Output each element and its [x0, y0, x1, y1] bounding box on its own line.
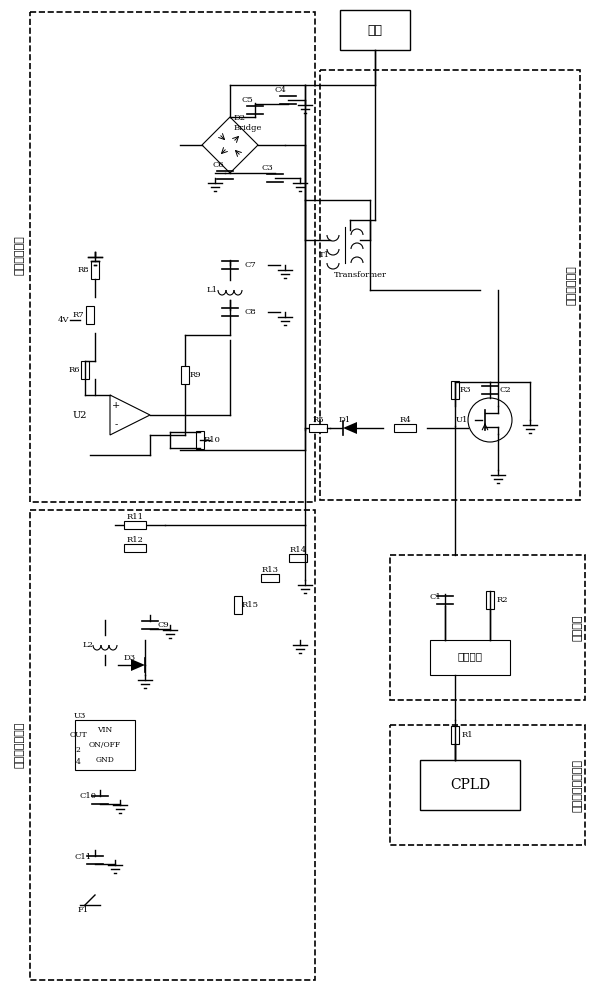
Text: R11: R11 [126, 513, 144, 521]
Text: C1: C1 [429, 593, 441, 601]
Bar [451, 726, 459, 744]
Text: U3: U3 [74, 712, 86, 720]
Text: R8: R8 [77, 266, 89, 274]
Text: VIN: VIN [98, 726, 113, 734]
Text: GND: GND [96, 756, 114, 764]
Bar [320, 70, 580, 500]
Bar [289, 554, 307, 562]
Bar [451, 381, 459, 399]
Text: R7: R7 [72, 311, 84, 319]
Text: C5: C5 [241, 96, 253, 104]
Bar [420, 760, 520, 810]
Text: 4: 4 [75, 758, 80, 766]
Bar [309, 424, 327, 432]
Bar [124, 544, 146, 552]
Text: C8: C8 [244, 308, 256, 316]
Text: OUT: OUT [69, 731, 87, 739]
Text: 2: 2 [75, 746, 80, 754]
Text: U2: U2 [72, 410, 87, 420]
Bar [390, 725, 585, 845]
Bar [196, 431, 204, 449]
Text: C6: C6 [212, 161, 224, 169]
Text: C2: C2 [499, 386, 511, 394]
Text: ON/OFF: ON/OFF [89, 741, 121, 749]
Text: R14: R14 [289, 546, 307, 554]
Text: R1: R1 [461, 731, 473, 739]
Text: L2: L2 [82, 641, 93, 649]
Text: C9: C9 [157, 621, 169, 629]
Text: Transformer: Transformer [334, 271, 386, 279]
Bar [390, 555, 585, 700]
Text: T1: T1 [319, 251, 330, 259]
Polygon shape [131, 659, 145, 671]
Bar [486, 591, 494, 609]
Text: R13: R13 [262, 566, 279, 574]
Bar [394, 424, 416, 432]
Text: D2: D2 [234, 114, 246, 122]
Text: C7: C7 [244, 261, 256, 269]
Text: C4: C4 [274, 86, 286, 94]
Text: C11: C11 [74, 853, 92, 861]
Text: 受控电压源电路: 受控电压源电路 [15, 722, 25, 768]
Text: U1: U1 [456, 416, 468, 424]
Text: F1: F1 [77, 906, 89, 914]
Text: Bridge: Bridge [234, 124, 262, 132]
Bar [181, 366, 189, 384]
Text: 射频变压电路: 射频变压电路 [567, 265, 577, 305]
Bar [234, 596, 242, 614]
Polygon shape [343, 422, 357, 434]
Bar [124, 521, 146, 529]
Bar [81, 361, 89, 379]
Text: CPLD: CPLD [450, 778, 490, 792]
Text: D3: D3 [124, 654, 136, 662]
Text: +: + [112, 400, 120, 410]
Text: 4V: 4V [58, 316, 69, 324]
Bar [30, 12, 315, 502]
Bar [430, 640, 510, 675]
Bar [30, 510, 315, 980]
Bar [261, 574, 279, 582]
Text: R12: R12 [126, 536, 143, 544]
Text: R15: R15 [241, 601, 259, 609]
Bar [91, 261, 99, 279]
Text: 负载: 负载 [368, 23, 383, 36]
Text: 阻抗变换电路: 阻抗变换电路 [15, 235, 25, 275]
Text: R9: R9 [189, 371, 201, 379]
Text: 驱动芯片: 驱动芯片 [458, 652, 483, 662]
Text: R6: R6 [68, 366, 80, 374]
Text: R5: R5 [312, 416, 324, 424]
Text: 可编程信号源电路: 可编程信号源电路 [573, 758, 583, 812]
Text: D1: D1 [339, 416, 351, 424]
Text: L1: L1 [207, 286, 218, 294]
Bar [340, 10, 410, 50]
Bar [86, 306, 94, 324]
Text: C3: C3 [261, 164, 273, 172]
Text: R4: R4 [399, 416, 411, 424]
Text: 驱动电路: 驱动电路 [573, 615, 583, 641]
Text: -: - [114, 420, 117, 430]
Text: R10: R10 [204, 436, 220, 444]
Text: C10: C10 [80, 792, 96, 800]
Text: R2: R2 [496, 596, 508, 604]
Bar [75, 720, 135, 770]
Text: R3: R3 [459, 386, 471, 394]
